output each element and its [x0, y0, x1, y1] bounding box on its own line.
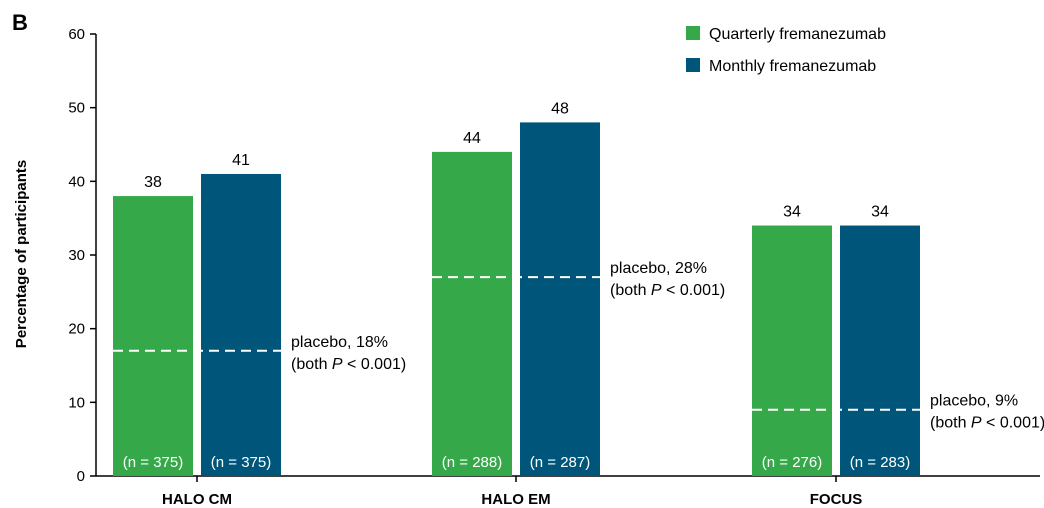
panel-label: B: [12, 10, 28, 35]
n-label: (n = 276): [762, 454, 822, 471]
placebo-significance: (both P < 0.001): [930, 415, 1044, 432]
data-label: 38: [144, 174, 162, 191]
legend-swatch: [686, 26, 700, 40]
legend-label: Monthly fremanezumab: [709, 58, 876, 75]
bars-group: 38 (n = 375) 41 (n = 375) 44 (n = 288) 48 (n = …: [113, 100, 920, 477]
y-tick-label: 0: [77, 468, 85, 485]
bar: [752, 225, 832, 476]
placebo-group: placebo, 18% (both P < 0.001) placebo, 28%…: [113, 260, 1044, 432]
bar: [520, 122, 600, 477]
y-tick-label: 30: [68, 247, 85, 264]
bar: [840, 225, 920, 476]
y-tick-label: 40: [68, 173, 85, 190]
legend: Quarterly fremanezumab Monthly fremanezum…: [686, 26, 886, 75]
data-label: 44: [463, 130, 481, 147]
data-label: 48: [551, 100, 569, 117]
y-tick-label: 20: [68, 321, 85, 338]
data-label: 34: [783, 204, 801, 221]
placebo-label: placebo, 9%: [930, 393, 1018, 410]
legend-swatch: [686, 58, 700, 72]
y-tick-label: 10: [68, 394, 85, 411]
bar: [201, 173, 281, 476]
n-label: (n = 288): [442, 454, 502, 471]
bar: [432, 151, 512, 476]
placebo-significance: (both P < 0.001): [610, 282, 725, 299]
data-label: 34: [871, 204, 889, 221]
n-label: (n = 283): [850, 454, 910, 471]
legend-label: Quarterly fremanezumab: [709, 26, 886, 43]
y-tick-label: 50: [68, 100, 85, 117]
y-axis-label: Percentage of participants: [13, 160, 30, 348]
n-label: (n = 375): [211, 454, 271, 471]
n-label: (n = 287): [530, 454, 590, 471]
x-tick-label: HALO EM: [481, 491, 550, 508]
data-label: 41: [232, 152, 250, 169]
placebo-label: placebo, 28%: [610, 260, 707, 277]
n-label: (n = 375): [123, 454, 183, 471]
placebo-significance: (both P < 0.001): [291, 356, 406, 373]
placebo-label: placebo, 18%: [291, 334, 388, 351]
x-tick-label: FOCUS: [810, 491, 863, 508]
y-tick-label: 60: [68, 26, 85, 43]
x-tick-label: HALO CM: [162, 491, 232, 508]
bar: [113, 196, 193, 477]
